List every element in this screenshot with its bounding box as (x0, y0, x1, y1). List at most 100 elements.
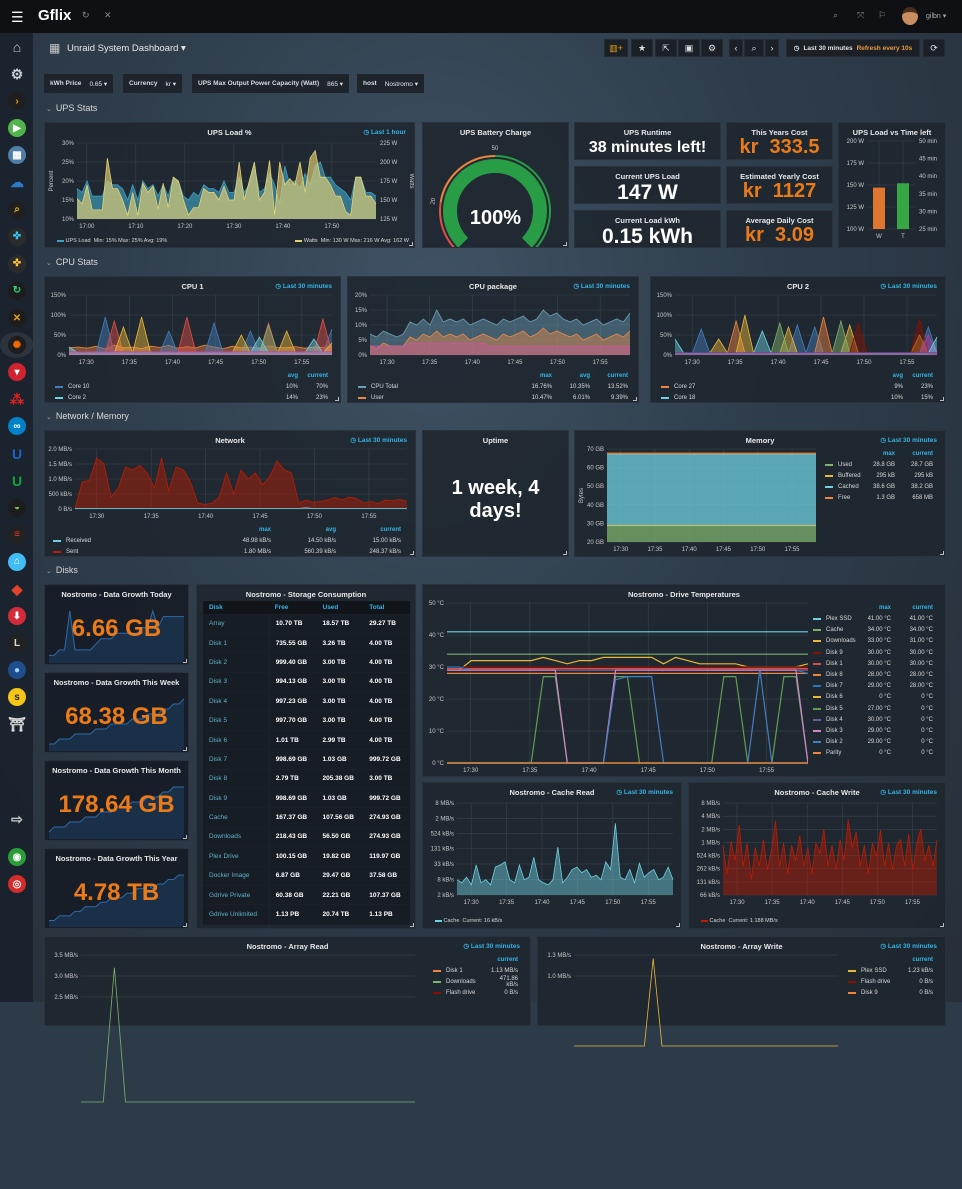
legend-item[interactable]: Flash drive 0 B/s (848, 977, 933, 987)
legend-column-current[interactable]: current (912, 957, 933, 963)
time-back-button[interactable]: ‹ (729, 39, 743, 57)
resize-handle[interactable] (410, 551, 414, 555)
panel-title[interactable]: Memory (745, 436, 775, 445)
panel-title[interactable]: Nostromo - Cache Read (509, 788, 595, 797)
legend-ups-load[interactable]: UPS Load Min: 15% Max: 25% Avg: 19% (57, 238, 167, 244)
sidebar-item-lidarr[interactable]: ↻ (8, 281, 26, 300)
resize-handle[interactable] (940, 397, 944, 401)
avatar[interactable] (902, 7, 918, 25)
legend-item[interactable]: Disk 3 29.00 °C 0 °C (813, 726, 933, 736)
legend-item[interactable]: Disk 2 29.00 °C 0 °C (813, 737, 933, 747)
panel-title[interactable]: Current UPS Load (615, 172, 680, 181)
legend-item[interactable]: Core 27 9% 23% (661, 382, 933, 392)
sidebar-item-radarr[interactable]: ✜ (8, 254, 26, 273)
add-panel-button[interactable]: ▥+ (604, 39, 628, 57)
legend-column-current[interactable]: current (912, 373, 933, 379)
panel-title[interactable]: CPU package (469, 282, 517, 291)
legend-item[interactable]: Sent 1.80 MB/s 560.39 kB/s 248.37 kB/s (53, 547, 401, 557)
row-header-disks[interactable]: ⌄ Disks (46, 565, 78, 575)
legend-item[interactable]: Disk 6 0 °C 0 °C (813, 692, 933, 702)
resize-handle[interactable] (940, 551, 944, 555)
sidebar-item-gitlab[interactable]: ◆ (8, 580, 26, 598)
legend-item[interactable]: Plex SSD 41.00 °C 41.00 °C (813, 614, 933, 624)
sidebar-item-grafana[interactable]: ✺ (8, 336, 26, 355)
legend-item[interactable]: Buffered 295 kB 295 kB (825, 471, 933, 481)
column-header-total[interactable]: Total (363, 601, 410, 615)
sidebar-item-sonarr[interactable]: ✜ (8, 227, 26, 246)
sidebar-item-home-assistant[interactable]: ⌂ (8, 552, 26, 571)
legend-item[interactable]: Disk 8 28.00 °C 28.00 °C (813, 670, 933, 680)
legend-column-current[interactable]: current (607, 373, 628, 379)
resize-handle[interactable] (183, 923, 187, 927)
user-menu[interactable]: gilbn ▾ (926, 13, 947, 20)
resize-handle[interactable] (563, 551, 567, 555)
variable-kwh-price[interactable]: kWh Price 0.65 ▾ (44, 74, 114, 93)
sidebar-item-unifi[interactable]: U (8, 445, 26, 463)
sidebar-item-cluster[interactable]: ⁂ (8, 390, 26, 408)
column-header-used[interactable]: Used (316, 601, 364, 615)
resize-handle[interactable] (183, 747, 187, 751)
panel-title[interactable]: Nostromo - Data Growth This Week (53, 678, 180, 687)
sidebar-item-water-drop[interactable]: ● (8, 661, 26, 680)
legend-item[interactable]: Received 48.98 kB/s 14.50 kB/s 15.00 kB/s (53, 536, 401, 546)
refresh-button[interactable]: ⟳ (923, 39, 945, 57)
sidebar-item-green-u[interactable]: U (8, 472, 26, 490)
sidebar-item-help-lifering[interactable]: ◎ (8, 875, 26, 893)
legend-column-avg[interactable]: avg (579, 373, 590, 379)
sidebar-item-tautulli[interactable]: ✕ (8, 309, 26, 327)
panel-title[interactable]: This Years Cost (751, 128, 808, 137)
legend-column-max[interactable]: max (882, 451, 895, 457)
panel-title[interactable]: Current Load kWh (615, 216, 680, 225)
variable-currency[interactable]: Currency kr ▾ (123, 74, 183, 93)
legend-item[interactable]: Disk 1 30.00 °C 30.00 °C (813, 659, 933, 669)
panel-title[interactable]: UPS Runtime (623, 128, 672, 137)
hamburger-menu-icon[interactable]: ☰ (11, 9, 24, 25)
panel-title[interactable]: Estimated Yearly Cost (740, 172, 819, 181)
legend-item[interactable]: Disk 5 27.00 °C 0 °C (813, 704, 933, 714)
sidebar-item-unraid[interactable]: ▦ (8, 146, 26, 165)
legend-item[interactable]: Disk 1 1.13 MB/s (433, 966, 518, 976)
sidebar-item-bowl[interactable]: ◒ (8, 498, 26, 517)
notification-icon[interactable]: ⚐ (878, 10, 887, 20)
sidebar-item-nextcloud[interactable]: ∞ (8, 417, 26, 436)
sidebar-item-github[interactable]: ◉ (8, 848, 26, 866)
settings-button[interactable]: ⚙ (701, 39, 723, 57)
legend-item[interactable]: Flash drive 0 B/s (433, 988, 518, 998)
sidebar-item-shield[interactable]: ▾ (8, 363, 26, 382)
legend-item[interactable]: Disk 9 30.00 °C 30.00 °C (813, 648, 933, 658)
legend-column-current[interactable]: current (912, 605, 933, 611)
panel-title[interactable]: CPU 2 (786, 282, 810, 291)
resize-handle[interactable] (940, 923, 944, 927)
panel-title[interactable]: Nostromo - Data Growth Today (61, 590, 172, 599)
panel-title[interactable]: UPS Load % (207, 128, 252, 137)
fullscreen-icon[interactable]: ⤧ (857, 10, 865, 20)
sidebar-item-emby[interactable]: ▶ (8, 119, 26, 138)
legend-watts[interactable]: Watts Min: 130 W Max: 216 W Avg: 162 W (295, 238, 409, 244)
legend-item[interactable]: Downloads 33.00 °C 31.00 °C (813, 636, 933, 646)
column-header-free[interactable]: Free (268, 601, 317, 615)
legend-item[interactable]: Disk 7 29.00 °C 28.00 °C (813, 681, 933, 691)
legend-item[interactable]: Parity 0 °C 0 °C (813, 748, 933, 758)
zoom-out-button[interactable]: ⌕ (744, 39, 764, 57)
panel-title[interactable]: UPS Load vs Time left (852, 128, 932, 137)
panel-title[interactable]: Uptime (482, 436, 509, 445)
resize-handle[interactable] (335, 397, 339, 401)
legend-item[interactable]: Disk 4 30.00 °C 0 °C (813, 715, 933, 725)
legend-column-current[interactable]: current (912, 451, 933, 457)
legend-column-max[interactable]: max (878, 605, 891, 611)
row-header-cpu-stats[interactable]: ⌄ CPU Stats (46, 257, 98, 267)
legend-item[interactable]: Plex SSD 1.23 kB/s (848, 966, 933, 976)
legend-item[interactable]: Downloads 471.86 kB/s (433, 976, 518, 988)
panel-title[interactable]: Nostromo - Data Growth This Month (52, 766, 181, 775)
legend-item[interactable]: Disk 9 0 B/s (848, 988, 933, 998)
legend-item[interactable]: Cache 34.00 °C 34.00 °C (813, 625, 933, 635)
legend-column-current[interactable]: current (380, 527, 401, 533)
sidebar-item-sign-out[interactable]: ⇨ (8, 810, 26, 828)
search-icon[interactable]: ⌕ (833, 10, 839, 20)
star-button[interactable]: ★ (631, 39, 653, 57)
time-forward-button[interactable]: › (765, 39, 779, 57)
sidebar-item-home[interactable]: ⌂ (8, 38, 26, 56)
panel-title[interactable]: Network (215, 436, 245, 445)
legend-item[interactable]: User 10.47% 6.01% 9.39% (358, 393, 628, 403)
legend-column-max[interactable]: max (258, 527, 271, 533)
